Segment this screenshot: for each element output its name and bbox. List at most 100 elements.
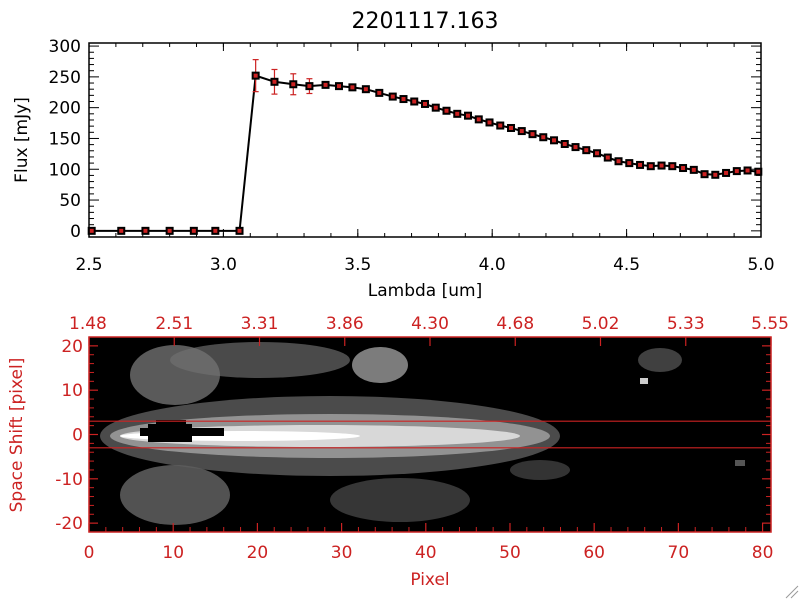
- data-point-fill: [659, 163, 664, 168]
- image-panel: 0 10 20 30 40 50 60 70 80 1.48 2.51 3.31 3.86 4.30 4.6…: [7, 314, 789, 590]
- spectrum-axis-ticks: 2.5 3.0 3.5 4.0 4.5 5.0 0 50 100 150 200 250 300: [49, 37, 775, 275]
- y-tick-label: 100: [49, 160, 81, 180]
- data-point-fill: [584, 148, 589, 153]
- spectrum-marks: [87, 59, 763, 235]
- top-tick-label: 5.33: [667, 314, 705, 334]
- diffuse-patch: [130, 345, 220, 405]
- diffuse-patch: [510, 460, 570, 480]
- data-point-fill: [670, 164, 675, 169]
- data-point-fill: [702, 172, 707, 177]
- x-tick-label: 10: [162, 543, 184, 563]
- y-tick-label: 250: [49, 68, 81, 88]
- data-point-fill: [291, 82, 296, 87]
- y-tick-label: 0: [72, 426, 83, 446]
- extraction-window-lines: [89, 420, 771, 449]
- data-point-fill: [350, 85, 355, 90]
- top-tick-label: 4.68: [496, 314, 534, 334]
- top-tick-label: 5.02: [582, 314, 620, 334]
- top-tick-label: 3.31: [241, 314, 279, 334]
- diffuse-patch: [638, 348, 682, 372]
- x-tick-label: 3.5: [344, 255, 371, 275]
- data-point-fill: [363, 87, 368, 92]
- x-tick-label: 2.5: [75, 255, 102, 275]
- bright-patch: [352, 347, 408, 383]
- data-point-fill: [272, 79, 277, 84]
- data-point-fill: [466, 113, 471, 118]
- data-point-fill: [237, 228, 242, 233]
- data-point-fill: [498, 123, 503, 128]
- top-tick-label: 3.86: [326, 314, 364, 334]
- data-point-fill: [253, 73, 258, 78]
- saturated-region: [156, 420, 186, 424]
- diffuse-patch: [120, 465, 230, 525]
- data-point-fill: [213, 228, 218, 233]
- noise-pixel: [735, 460, 745, 466]
- data-point-fill: [530, 132, 535, 137]
- data-point-fill: [734, 169, 739, 174]
- diffuse-patch: [330, 478, 470, 522]
- x-tick-label: 30: [331, 543, 353, 563]
- chart-title: 2201117.163: [352, 9, 499, 34]
- x-tick-label: 70: [668, 543, 690, 563]
- data-point-fill: [444, 108, 449, 113]
- y-tick-label: -20: [55, 514, 83, 534]
- data-point-fill: [377, 90, 382, 95]
- image-ylabel: Space Shift [pixel]: [7, 358, 27, 513]
- data-point-fill: [691, 167, 696, 172]
- x-tick-label: 50: [499, 543, 521, 563]
- data-point-fill: [595, 151, 600, 156]
- data-point-fill: [412, 99, 417, 104]
- x-tick-label: 5.0: [747, 255, 774, 275]
- data-point-fill: [745, 168, 750, 173]
- image-axis-ticks: 0 10 20 30 40 50 60 70 80 1.48 2.51 3.31 3.86 4.30 4.6…: [55, 314, 789, 563]
- data-point-fill: [713, 172, 718, 177]
- x-tick-label: 20: [247, 543, 269, 563]
- spectrum-xlabel: Lambda [um]: [368, 281, 482, 301]
- top-tick-label: 4.30: [411, 314, 449, 334]
- data-point-fill: [573, 145, 578, 150]
- y-tick-label: 20: [61, 337, 83, 357]
- y-tick-label: 150: [49, 129, 81, 149]
- data-point-fill: [648, 164, 653, 169]
- data-point-fill: [541, 135, 546, 140]
- data-point-fill: [616, 159, 621, 164]
- data-point-fill: [423, 101, 427, 106]
- data-point-fill: [552, 138, 557, 143]
- y-tick-label: 50: [59, 191, 81, 211]
- y-tick-label: 200: [49, 99, 81, 119]
- saturated-region: [148, 424, 192, 442]
- noise-pixel: [640, 378, 648, 384]
- x-tick-label: 4.5: [613, 255, 640, 275]
- data-point-fill: [433, 105, 438, 110]
- image-xlabel: Pixel: [410, 570, 449, 590]
- x-tick-label: 40: [415, 543, 437, 563]
- data-point-fill: [119, 228, 124, 233]
- image-blobs: [100, 342, 745, 525]
- data-point-fill: [89, 228, 94, 233]
- data-point-fill: [627, 161, 632, 166]
- data-point-fill: [390, 94, 395, 99]
- data-point-fill: [476, 117, 481, 122]
- image-frame: [88, 336, 772, 533]
- y-tick-label: 10: [61, 381, 83, 401]
- spectrum-frame: [88, 42, 762, 238]
- y-tick-label: -10: [55, 470, 83, 490]
- data-point-fill: [509, 125, 514, 130]
- data-point-fill: [487, 120, 492, 125]
- resize-grip-icon[interactable]: [785, 585, 799, 599]
- top-tick-label: 1.48: [69, 314, 107, 334]
- x-tick-label: 3.0: [210, 255, 237, 275]
- data-point-fill: [455, 111, 460, 116]
- data-point-fill: [519, 129, 524, 134]
- data-point-fill: [724, 170, 729, 175]
- data-point-fill: [191, 228, 196, 233]
- data-point-fill: [638, 162, 643, 167]
- data-point-fill: [756, 169, 761, 174]
- data-point-fill: [336, 84, 341, 89]
- data-point-fill: [143, 228, 148, 233]
- data-point-fill: [167, 228, 172, 233]
- data-point-fill: [605, 155, 610, 160]
- data-point-fill: [681, 166, 686, 171]
- x-tick-label: 80: [752, 543, 774, 563]
